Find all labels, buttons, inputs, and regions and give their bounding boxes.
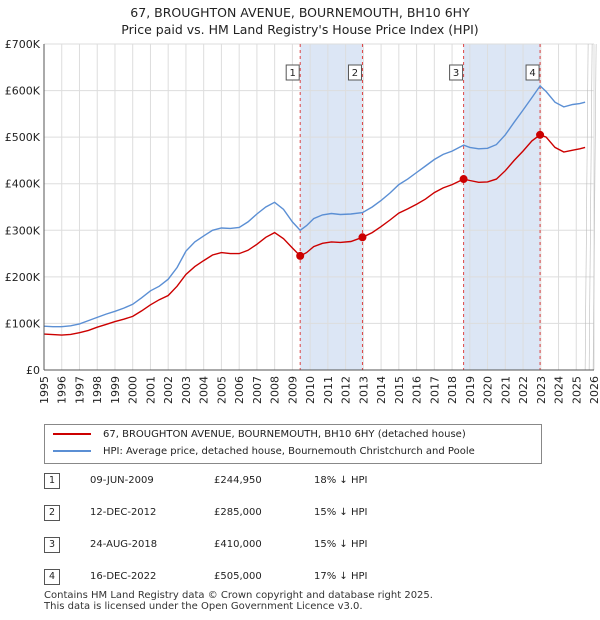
sale-row: 4 16-DEC-2022 £505,000 17% ↓ HPI — [44, 568, 544, 586]
y-tick-label: £500K — [5, 131, 41, 144]
x-tick-label: 2011 — [322, 376, 335, 404]
x-tick-label: 2007 — [251, 376, 264, 404]
y-tick-label: £100K — [5, 317, 41, 330]
x-tick-label: 2016 — [411, 376, 424, 404]
sale-point — [536, 130, 545, 139]
x-tick-label: 2023 — [535, 376, 548, 404]
legend-label-hpi: HPI: Average price, detached house, Bour… — [103, 446, 475, 457]
y-tick-label: £700K — [5, 38, 41, 51]
x-tick-label: 2006 — [233, 376, 246, 404]
x-tick-label: 2020 — [482, 376, 495, 404]
sale-label: 2 — [352, 68, 358, 79]
sale-date: 24-AUG-2018 — [90, 539, 158, 550]
sale-number-badge: 3 — [44, 537, 60, 553]
sale-hpi-diff: 18% ↓ HPI — [314, 475, 368, 486]
sale-label: 4 — [529, 68, 535, 79]
x-tick-label: 2018 — [446, 376, 459, 404]
sale-label-box — [449, 64, 464, 81]
legend-item-hpi: HPI: Average price, detached house, Bour… — [53, 444, 475, 460]
future-hatch — [584, 43, 589, 371]
legend-swatch-hpi — [53, 450, 91, 452]
x-tick-label: 1999 — [109, 376, 122, 404]
future-hatch — [588, 43, 593, 371]
y-tick-label: £400K — [5, 178, 41, 191]
sale-row: 2 12-DEC-2012 £285,000 15% ↓ HPI — [44, 504, 544, 522]
sale-price: £244,950 — [214, 475, 262, 486]
sale-hpi-diff: 15% ↓ HPI — [314, 507, 368, 518]
legend-swatch-property — [53, 433, 91, 435]
x-tick-label: 2008 — [269, 376, 282, 404]
sale-label: 3 — [453, 68, 459, 79]
sale-label-box — [347, 64, 362, 81]
x-tick-label: 1995 — [38, 376, 51, 404]
chart-title: 67, BROUGHTON AVENUE, BOURNEMOUTH, BH10 … — [0, 4, 600, 38]
x-tick-label: 2015 — [393, 376, 406, 404]
legend-item-property: 67, BROUGHTON AVENUE, BOURNEMOUTH, BH10 … — [53, 427, 466, 443]
sale-point — [296, 251, 305, 260]
sale-hpi-diff: 17% ↓ HPI — [314, 571, 368, 582]
x-tick-label: 2019 — [464, 376, 477, 404]
x-tick-label: 1997 — [73, 376, 86, 404]
x-tick-label: 2000 — [127, 376, 140, 404]
x-tick-label: 2025 — [570, 376, 583, 404]
x-tick-label: 2013 — [357, 376, 370, 404]
hpi-line — [43, 84, 586, 328]
price-chart: 1 2 3 4 £0 £100K £200K £300K £400K £500K £600K £700… — [5, 38, 600, 404]
y-tick-label: £300K — [5, 224, 41, 237]
title-line-2: Price paid vs. HM Land Registry's House … — [121, 22, 479, 37]
sale-date: 16-DEC-2022 — [90, 571, 157, 582]
x-tick-label: 2012 — [340, 376, 353, 404]
x-tick-label: 2005 — [215, 376, 228, 404]
sale-date: 12-DEC-2012 — [90, 507, 157, 518]
x-tick-label: 2022 — [517, 376, 530, 404]
y-tick-label: £0 — [26, 364, 40, 377]
x-tick-label: 2017 — [428, 376, 441, 404]
sale-label: 1 — [290, 68, 296, 79]
x-tick-label: 2021 — [499, 376, 512, 404]
x-tick-label: 2004 — [198, 376, 211, 404]
footer: Contains HM Land Registry data © Crown c… — [44, 590, 433, 612]
sale-price: £505,000 — [214, 571, 262, 582]
sale-row: 1 09-JUN-2009 £244,950 18% ↓ HPI — [44, 472, 544, 490]
title-line-1: 67, BROUGHTON AVENUE, BOURNEMOUTH, BH10 … — [130, 5, 470, 20]
footer-copyright: Contains HM Land Registry data © Crown c… — [44, 590, 433, 601]
sale-hpi-diff: 15% ↓ HPI — [314, 539, 368, 550]
sale-price: £285,000 — [214, 507, 262, 518]
sale-price: £410,000 — [214, 539, 262, 550]
future-hatch — [592, 43, 597, 371]
x-tick-label: 2010 — [304, 376, 317, 404]
x-tick-label: 2024 — [553, 376, 566, 404]
property-price-line — [43, 134, 586, 336]
sale-point — [358, 233, 367, 242]
x-tick-label: 1996 — [56, 376, 69, 404]
y-tick-label: £600K — [5, 85, 41, 98]
sale-point — [459, 175, 468, 184]
sale-label-box — [525, 64, 540, 81]
shaded-period — [300, 44, 363, 370]
x-tick-label: 2001 — [144, 376, 157, 404]
shaded-period — [463, 44, 541, 370]
sale-number-badge: 4 — [44, 569, 60, 585]
x-tick-label: 2014 — [375, 376, 388, 404]
sale-date: 09-JUN-2009 — [90, 475, 154, 486]
sale-number-badge: 2 — [44, 505, 60, 521]
y-tick-label: £200K — [5, 271, 41, 284]
x-tick-label: 2026 — [588, 376, 600, 404]
x-tick-label: 2009 — [286, 376, 299, 404]
sale-label-box — [285, 64, 300, 81]
sale-number-badge: 1 — [44, 473, 60, 489]
x-tick-label: 2003 — [180, 376, 193, 404]
sale-row: 3 24-AUG-2018 £410,000 15% ↓ HPI — [44, 536, 544, 554]
footer-licence: This data is licensed under the Open Gov… — [44, 601, 363, 612]
legend-label-property: 67, BROUGHTON AVENUE, BOURNEMOUTH, BH10 … — [103, 429, 466, 440]
x-tick-label: 1998 — [91, 376, 104, 404]
legend: 67, BROUGHTON AVENUE, BOURNEMOUTH, BH10 … — [44, 424, 542, 464]
x-tick-label: 2002 — [162, 376, 175, 404]
